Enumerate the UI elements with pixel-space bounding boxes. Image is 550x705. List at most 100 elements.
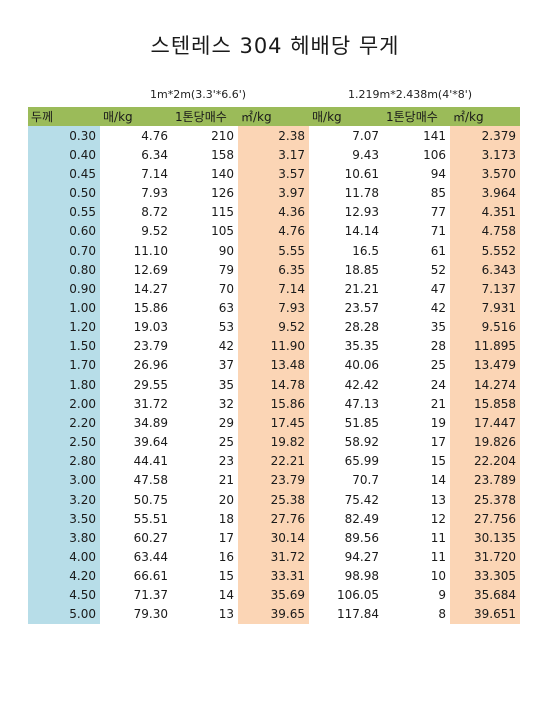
cell-sheets-per-ton-4x8: 61 bbox=[430, 243, 446, 258]
header-row: 두께 매/kg 1톤당매수 ㎡/kg 매/kg 1톤당매수 ㎡/kg bbox=[28, 107, 520, 126]
cell-kg-per-sheet-4x8: 89.56 bbox=[344, 530, 379, 545]
cell-kg-per-m2-4x8: 30.135 bbox=[450, 528, 520, 548]
cell-thickness: 2.20 bbox=[28, 413, 100, 433]
cell-kg-per-m2-1x2: 35.69 bbox=[238, 585, 309, 605]
cell-sheets-per-ton-4x8: 28 bbox=[430, 339, 446, 354]
cell-sheets-per-ton-1x2: 158 bbox=[211, 147, 234, 162]
table-row: 0.45 7.14 140 3.57 10.61 94 3.570 bbox=[28, 164, 520, 184]
cell-sheets-per-ton-1x2: 140 bbox=[211, 166, 234, 181]
cell-kg-per-m2-1x2: 33.31 bbox=[238, 566, 309, 586]
cell-kg-per-sheet-4x8: 7.07 bbox=[352, 128, 379, 143]
cell-kg-per-m2-1x2: 4.36 bbox=[238, 202, 309, 222]
cell-kg-per-sheet-1x2: 7.93 bbox=[141, 186, 168, 201]
cell-kg-per-sheet-4x8: 47.13 bbox=[344, 396, 379, 411]
cell-sheets-per-ton-4x8: 42 bbox=[430, 300, 446, 315]
cell-kg-per-m2-4x8: 17.447 bbox=[450, 413, 520, 433]
table-row: 2.50 39.64 25 19.82 58.92 17 19.826 bbox=[28, 432, 520, 452]
cell-kg-per-m2-4x8: 5.552 bbox=[450, 240, 520, 261]
cell-kg-per-sheet-1x2: 31.72 bbox=[133, 396, 168, 411]
cell-kg-per-m2-1x2: 2.38 bbox=[238, 126, 309, 146]
cell-kg-per-m2-1x2: 5.55 bbox=[238, 240, 309, 261]
cell-thickness: 0.40 bbox=[28, 145, 100, 165]
cell-sheets-per-ton-1x2: 14 bbox=[218, 588, 234, 603]
cell-kg-per-sheet-1x2: 8.72 bbox=[141, 205, 168, 220]
cell-kg-per-sheet-1x2: 29.55 bbox=[133, 377, 168, 392]
cell-kg-per-sheet-4x8: 21.21 bbox=[344, 281, 379, 296]
cell-kg-per-sheet-1x2: 60.27 bbox=[133, 530, 168, 545]
cell-kg-per-m2-1x2: 6.35 bbox=[238, 260, 309, 280]
table-row: 0.70 11.10 90 5.55 16.5 61 5.552 bbox=[28, 240, 520, 261]
cell-kg-per-sheet-1x2: 6.34 bbox=[141, 147, 168, 162]
cell-kg-per-m2-4x8: 15.858 bbox=[450, 394, 520, 414]
cell-sheets-per-ton-4x8: 11 bbox=[430, 530, 446, 545]
cell-kg-per-sheet-1x2: 15.86 bbox=[133, 300, 168, 315]
cell-thickness: 0.30 bbox=[28, 126, 100, 146]
cell-kg-per-m2-4x8: 11.895 bbox=[450, 336, 520, 356]
cell-sheets-per-ton-4x8: 71 bbox=[430, 224, 446, 239]
table-row: 1.70 26.96 37 13.48 40.06 25 13.479 bbox=[28, 355, 520, 376]
cell-sheets-per-ton-4x8: 24 bbox=[430, 377, 446, 392]
cell-sheets-per-ton-4x8: 141 bbox=[423, 128, 446, 143]
cell-sheets-per-ton-1x2: 17 bbox=[218, 530, 234, 545]
cell-kg-per-sheet-1x2: 19.03 bbox=[133, 320, 168, 335]
table-row: 5.00 79.30 13 39.65 117.84 8 39.651 bbox=[28, 604, 520, 625]
cell-sheets-per-ton-1x2: 115 bbox=[211, 205, 234, 220]
cell-kg-per-m2-4x8: 13.479 bbox=[450, 355, 520, 376]
cell-kg-per-sheet-4x8: 23.57 bbox=[344, 300, 379, 315]
cell-thickness: 1.70 bbox=[28, 355, 100, 376]
cell-kg-per-sheet-1x2: 23.79 bbox=[133, 339, 168, 354]
table-row: 0.40 6.34 158 3.17 9.43 106 3.173 bbox=[28, 145, 520, 165]
cell-kg-per-sheet-1x2: 34.89 bbox=[133, 415, 168, 430]
group-header-4x8: 1.219m*2.438m(4'*8') bbox=[348, 88, 473, 101]
cell-kg-per-sheet-1x2: 66.61 bbox=[133, 569, 168, 584]
cell-sheets-per-ton-1x2: 53 bbox=[218, 320, 234, 335]
cell-thickness: 5.00 bbox=[28, 604, 100, 625]
cell-kg-per-sheet-4x8: 98.98 bbox=[344, 569, 379, 584]
table-row: 0.50 7.93 126 3.97 11.78 85 3.964 bbox=[28, 183, 520, 203]
cell-kg-per-m2-4x8: 3.173 bbox=[450, 145, 520, 165]
cell-sheets-per-ton-1x2: 13 bbox=[218, 607, 234, 622]
cell-thickness: 2.00 bbox=[28, 394, 100, 414]
cell-kg-per-sheet-4x8: 40.06 bbox=[344, 358, 379, 373]
cell-kg-per-m2-4x8: 19.826 bbox=[450, 432, 520, 452]
cell-kg-per-sheet-1x2: 50.75 bbox=[133, 492, 168, 507]
cell-thickness: 2.80 bbox=[28, 451, 100, 471]
cell-kg-per-m2-1x2: 3.57 bbox=[238, 164, 309, 184]
cell-sheets-per-ton-1x2: 25 bbox=[218, 435, 234, 450]
weight-table: 두께 매/kg 1톤당매수 ㎡/kg 매/kg 1톤당매수 ㎡/kg 0.30 4… bbox=[28, 107, 520, 625]
cell-kg-per-m2-1x2: 13.48 bbox=[238, 355, 309, 376]
table-row: 0.30 4.76 210 2.38 7.07 141 2.379 bbox=[28, 126, 520, 146]
table-row: 2.00 31.72 32 15.86 47.13 21 15.858 bbox=[28, 394, 520, 414]
cell-kg-per-sheet-1x2: 14.27 bbox=[133, 281, 168, 296]
cell-kg-per-m2-4x8: 14.274 bbox=[450, 375, 520, 395]
table-row: 1.20 19.03 53 9.52 28.28 35 9.516 bbox=[28, 317, 520, 337]
cell-kg-per-sheet-1x2: 71.37 bbox=[133, 588, 168, 603]
cell-kg-per-m2-4x8: 31.720 bbox=[450, 547, 520, 567]
header-sheets-per-ton-1x2: 1톤당매수 bbox=[172, 107, 238, 126]
cell-kg-per-m2-4x8: 35.684 bbox=[450, 585, 520, 605]
cell-sheets-per-ton-1x2: 20 bbox=[218, 492, 234, 507]
cell-sheets-per-ton-4x8: 9 bbox=[438, 588, 446, 603]
cell-sheets-per-ton-1x2: 42 bbox=[218, 339, 234, 354]
table-row: 0.80 12.69 79 6.35 18.85 52 6.343 bbox=[28, 260, 520, 280]
cell-kg-per-m2-4x8: 22.204 bbox=[450, 451, 520, 471]
table-row: 4.50 71.37 14 35.69 106.05 9 35.684 bbox=[28, 585, 520, 605]
cell-kg-per-sheet-1x2: 47.58 bbox=[133, 473, 168, 488]
cell-sheets-per-ton-4x8: 52 bbox=[430, 262, 446, 277]
cell-sheets-per-ton-1x2: 16 bbox=[218, 550, 234, 565]
cell-kg-per-m2-4x8: 3.570 bbox=[450, 164, 520, 184]
cell-sheets-per-ton-1x2: 35 bbox=[218, 377, 234, 392]
table-row: 0.55 8.72 115 4.36 12.93 77 4.351 bbox=[28, 202, 520, 222]
cell-kg-per-sheet-4x8: 28.28 bbox=[344, 320, 379, 335]
cell-thickness: 3.00 bbox=[28, 470, 100, 490]
cell-kg-per-sheet-1x2: 12.69 bbox=[133, 262, 168, 277]
cell-kg-per-sheet-1x2: 7.14 bbox=[141, 166, 168, 181]
cell-sheets-per-ton-4x8: 21 bbox=[430, 396, 446, 411]
cell-thickness: 0.80 bbox=[28, 260, 100, 280]
table-row: 3.50 55.51 18 27.76 82.49 12 27.756 bbox=[28, 509, 520, 529]
cell-thickness: 2.50 bbox=[28, 432, 100, 452]
cell-kg-per-m2-4x8: 3.964 bbox=[450, 183, 520, 203]
cell-thickness: 0.50 bbox=[28, 183, 100, 203]
cell-kg-per-sheet-4x8: 35.35 bbox=[344, 339, 379, 354]
group-header-1x2: 1m*2m(3.3'*6.6') bbox=[150, 88, 247, 101]
